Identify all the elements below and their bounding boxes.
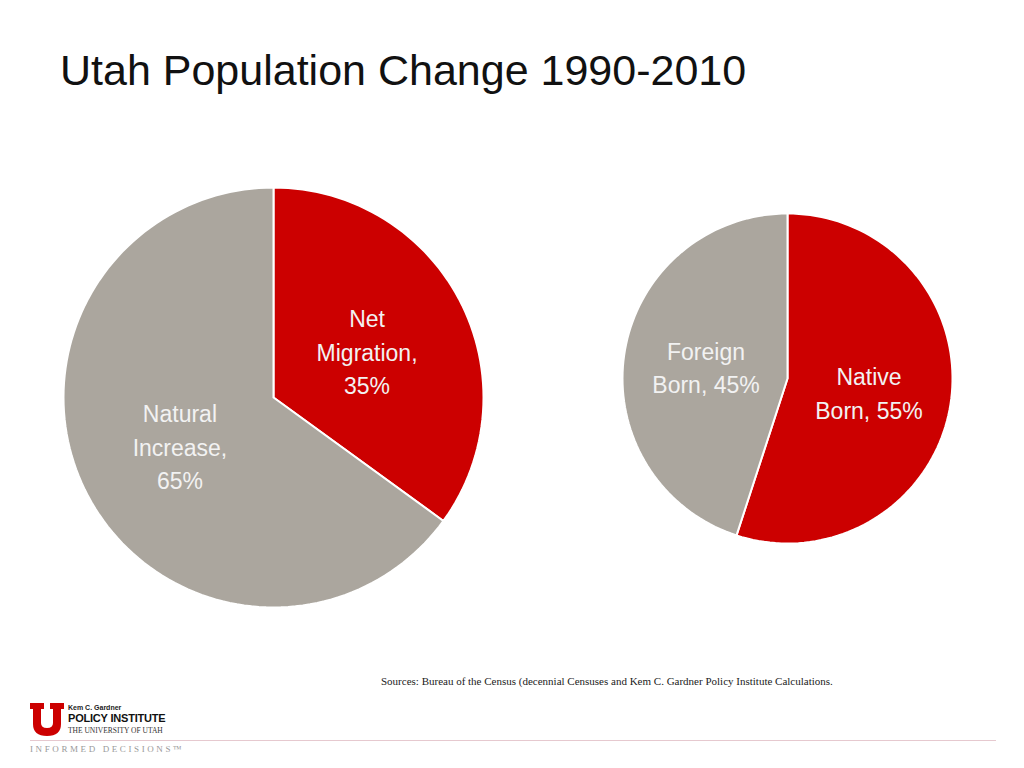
- html-text:THE UNIVERSITY OF UTAH: THE UNIVERSITY OF UTAH: [68, 726, 163, 735]
- html-text:Kem C. Gardner: Kem C. Gardner: [68, 704, 122, 711]
- svg-text:NetMigration,35%: NetMigration,35%: [317, 306, 418, 399]
- html-text:Sources: Bureau of the Census: Sources: Bureau of the Census (decennial…: [381, 675, 833, 687]
- svg-text:ForeignBorn, 45%: ForeignBorn, 45%: [652, 339, 759, 398]
- html-text:Utah Population Change 1990-20: Utah Population Change 1990-2010: [60, 46, 747, 94]
- svg-text:NativeBorn, 55%: NativeBorn, 55%: [815, 364, 922, 423]
- html-text:POLICY INSTITUTE: POLICY INSTITUTE: [68, 712, 166, 724]
- html-text:INFORMED DECISIONS™: INFORMED DECISIONS™: [30, 744, 185, 754]
- svg-text:NaturalIncrease,65%: NaturalIncrease,65%: [133, 401, 228, 494]
